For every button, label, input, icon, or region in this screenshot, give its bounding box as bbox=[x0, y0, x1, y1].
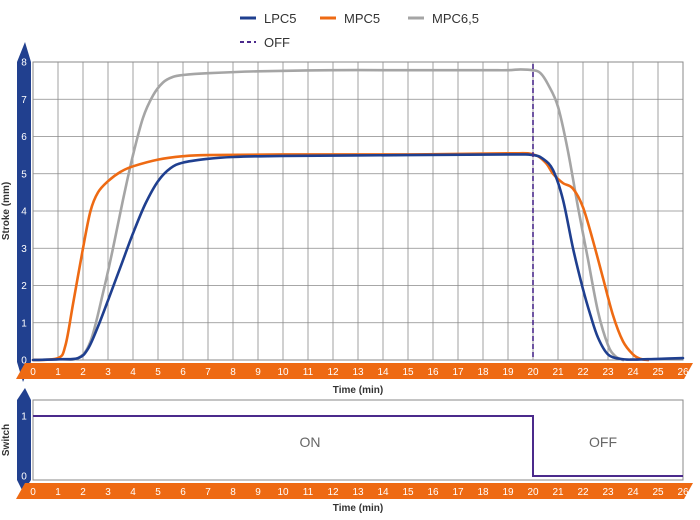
legend-item-off: OFF bbox=[240, 35, 290, 50]
y-tick-label: 2 bbox=[21, 281, 27, 292]
y-axis-band-shape bbox=[17, 42, 31, 382]
x-tick-label: 9 bbox=[255, 367, 261, 378]
y-tick-label: 4 bbox=[21, 207, 27, 218]
y-tick-label: 6 bbox=[21, 132, 27, 143]
switch-x-tick-label: 2 bbox=[80, 487, 86, 498]
x-tick-label: 2 bbox=[80, 367, 86, 378]
legend-label: OFF bbox=[264, 35, 290, 50]
legend-label: LPC5 bbox=[264, 11, 297, 26]
switch-x-tick-label: 14 bbox=[377, 487, 389, 498]
switch-y-axis-band: 01 bbox=[17, 388, 31, 492]
switch-x-tick-label: 6 bbox=[180, 487, 186, 498]
switch-x-tick-label: 25 bbox=[652, 487, 664, 498]
x-tick-label: 6 bbox=[180, 367, 186, 378]
switch-x-tick-label: 12 bbox=[327, 487, 339, 498]
switch-x-tick-label: 13 bbox=[352, 487, 364, 498]
x-axis-band-shape bbox=[16, 363, 693, 379]
x-tick-label: 13 bbox=[352, 367, 364, 378]
x-tick-label: 15 bbox=[402, 367, 414, 378]
switch-x-tick-label: 11 bbox=[303, 487, 314, 498]
legend-label: MPC6,5 bbox=[432, 11, 479, 26]
switch-x-tick-label: 10 bbox=[277, 487, 289, 498]
switch-y-tick-label: 0 bbox=[21, 472, 27, 483]
series-line-lpc5 bbox=[31, 153, 685, 362]
switch-state-on: ON bbox=[300, 434, 321, 450]
switch-x-tick-label: 9 bbox=[255, 487, 261, 498]
y-tick-label: 3 bbox=[21, 244, 27, 255]
x-tick-label: 1 bbox=[55, 367, 61, 378]
y-tick-label: 0 bbox=[21, 356, 27, 367]
switch-x-tick-label: 15 bbox=[402, 487, 414, 498]
x-tick-label: 4 bbox=[130, 367, 136, 378]
y-axis-title: Stroke (mm) bbox=[1, 182, 12, 240]
y-axis-band: 0 1 2 3 4 5 6 7 8 bbox=[17, 42, 31, 382]
switch-x-tick-label: 8 bbox=[230, 487, 236, 498]
switch-y-tick-label: 1 bbox=[21, 412, 27, 423]
x-tick-label: 18 bbox=[477, 367, 489, 378]
switch-x-tick-label: 5 bbox=[155, 487, 161, 498]
y-tick-label: 1 bbox=[21, 318, 27, 329]
switch-x-axis-band: 0 1 2 3 4 5 6 7 8 9 10 11 12 13 14 15 16 17 18 19 20 21 22 23 24… bbox=[16, 483, 693, 499]
x-tick-label: 24 bbox=[627, 367, 639, 378]
x-tick-label: 14 bbox=[377, 367, 389, 378]
switch-x-tick-label: 1 bbox=[55, 487, 61, 498]
legend-item-lpc5: LPC5 bbox=[240, 11, 297, 26]
legend-item-mpc5: MPC5 bbox=[320, 11, 380, 26]
legend: LPC5 MPC5 MPC6,5 OFF bbox=[240, 11, 479, 50]
switch-x-axis-title: Time (min) bbox=[333, 503, 383, 514]
switch-x-tick-label: 22 bbox=[577, 487, 589, 498]
x-tick-label: 12 bbox=[327, 367, 339, 378]
series-line-mpc6-5 bbox=[31, 68, 625, 362]
x-tick-label: 16 bbox=[427, 367, 439, 378]
x-tick-label: 19 bbox=[502, 367, 514, 378]
switch-x-tick-label: 21 bbox=[552, 487, 564, 498]
switch-y-axis-band-shape bbox=[17, 388, 31, 492]
x-tick-label: 3 bbox=[105, 367, 111, 378]
legend-item-mpc6-5: MPC6,5 bbox=[408, 11, 479, 26]
switch-x-tick-label: 24 bbox=[627, 487, 639, 498]
switch-x-tick-label: 4 bbox=[130, 487, 136, 498]
switch-chart: 010 1 2 3 4 5 6 7 8 9 10 11 12 13 14 15 16 17 18 19 20 21 22 23… bbox=[1, 388, 693, 514]
switch-x-axis-band-shape bbox=[16, 483, 693, 499]
x-tick-label: 11 bbox=[303, 367, 314, 378]
x-tick-label: 10 bbox=[277, 367, 289, 378]
switch-y-axis-title: Switch bbox=[1, 424, 12, 456]
x-tick-label: 21 bbox=[552, 367, 564, 378]
switch-x-tick-label: 3 bbox=[105, 487, 111, 498]
switch-x-tick-label: 0 bbox=[30, 487, 36, 498]
gridlines bbox=[33, 61, 683, 360]
x-tick-label: 8 bbox=[230, 367, 236, 378]
x-tick-label: 20 bbox=[527, 367, 539, 378]
legend-label: MPC5 bbox=[344, 11, 380, 26]
x-tick-label: 0 bbox=[30, 367, 36, 378]
switch-x-tick-label: 17 bbox=[452, 487, 464, 498]
x-tick-label: 17 bbox=[452, 367, 464, 378]
x-axis-band: 0 1 2 3 4 5 6 7 8 9 10 11 12 13 14 15 16 17 18 19 20 21 22 23 24… bbox=[16, 363, 693, 379]
switch-x-tick-label: 23 bbox=[602, 487, 614, 498]
x-tick-label: 26 bbox=[677, 367, 689, 378]
switch-x-tick-label: 16 bbox=[427, 487, 439, 498]
switch-x-tick-label: 20 bbox=[527, 487, 539, 498]
series-lines bbox=[31, 68, 685, 362]
switch-x-tick-label: 7 bbox=[205, 487, 211, 498]
switch-x-tick-label: 18 bbox=[477, 487, 489, 498]
switch-plot-area bbox=[32, 399, 684, 481]
y-tick-label: 8 bbox=[21, 58, 27, 69]
x-tick-label: 5 bbox=[155, 367, 161, 378]
x-axis-title: Time (min) bbox=[333, 385, 383, 396]
x-tick-label: 25 bbox=[652, 367, 664, 378]
switch-x-tick-label: 19 bbox=[502, 487, 514, 498]
switch-x-tick-label: 26 bbox=[677, 487, 689, 498]
switch-state-off: OFF bbox=[589, 434, 617, 450]
y-tick-label: 5 bbox=[21, 169, 27, 180]
x-tick-label: 7 bbox=[205, 367, 211, 378]
switch-line bbox=[33, 415, 683, 477]
x-tick-label: 23 bbox=[602, 367, 614, 378]
x-tick-label: 22 bbox=[577, 367, 589, 378]
y-tick-label: 7 bbox=[21, 95, 27, 106]
